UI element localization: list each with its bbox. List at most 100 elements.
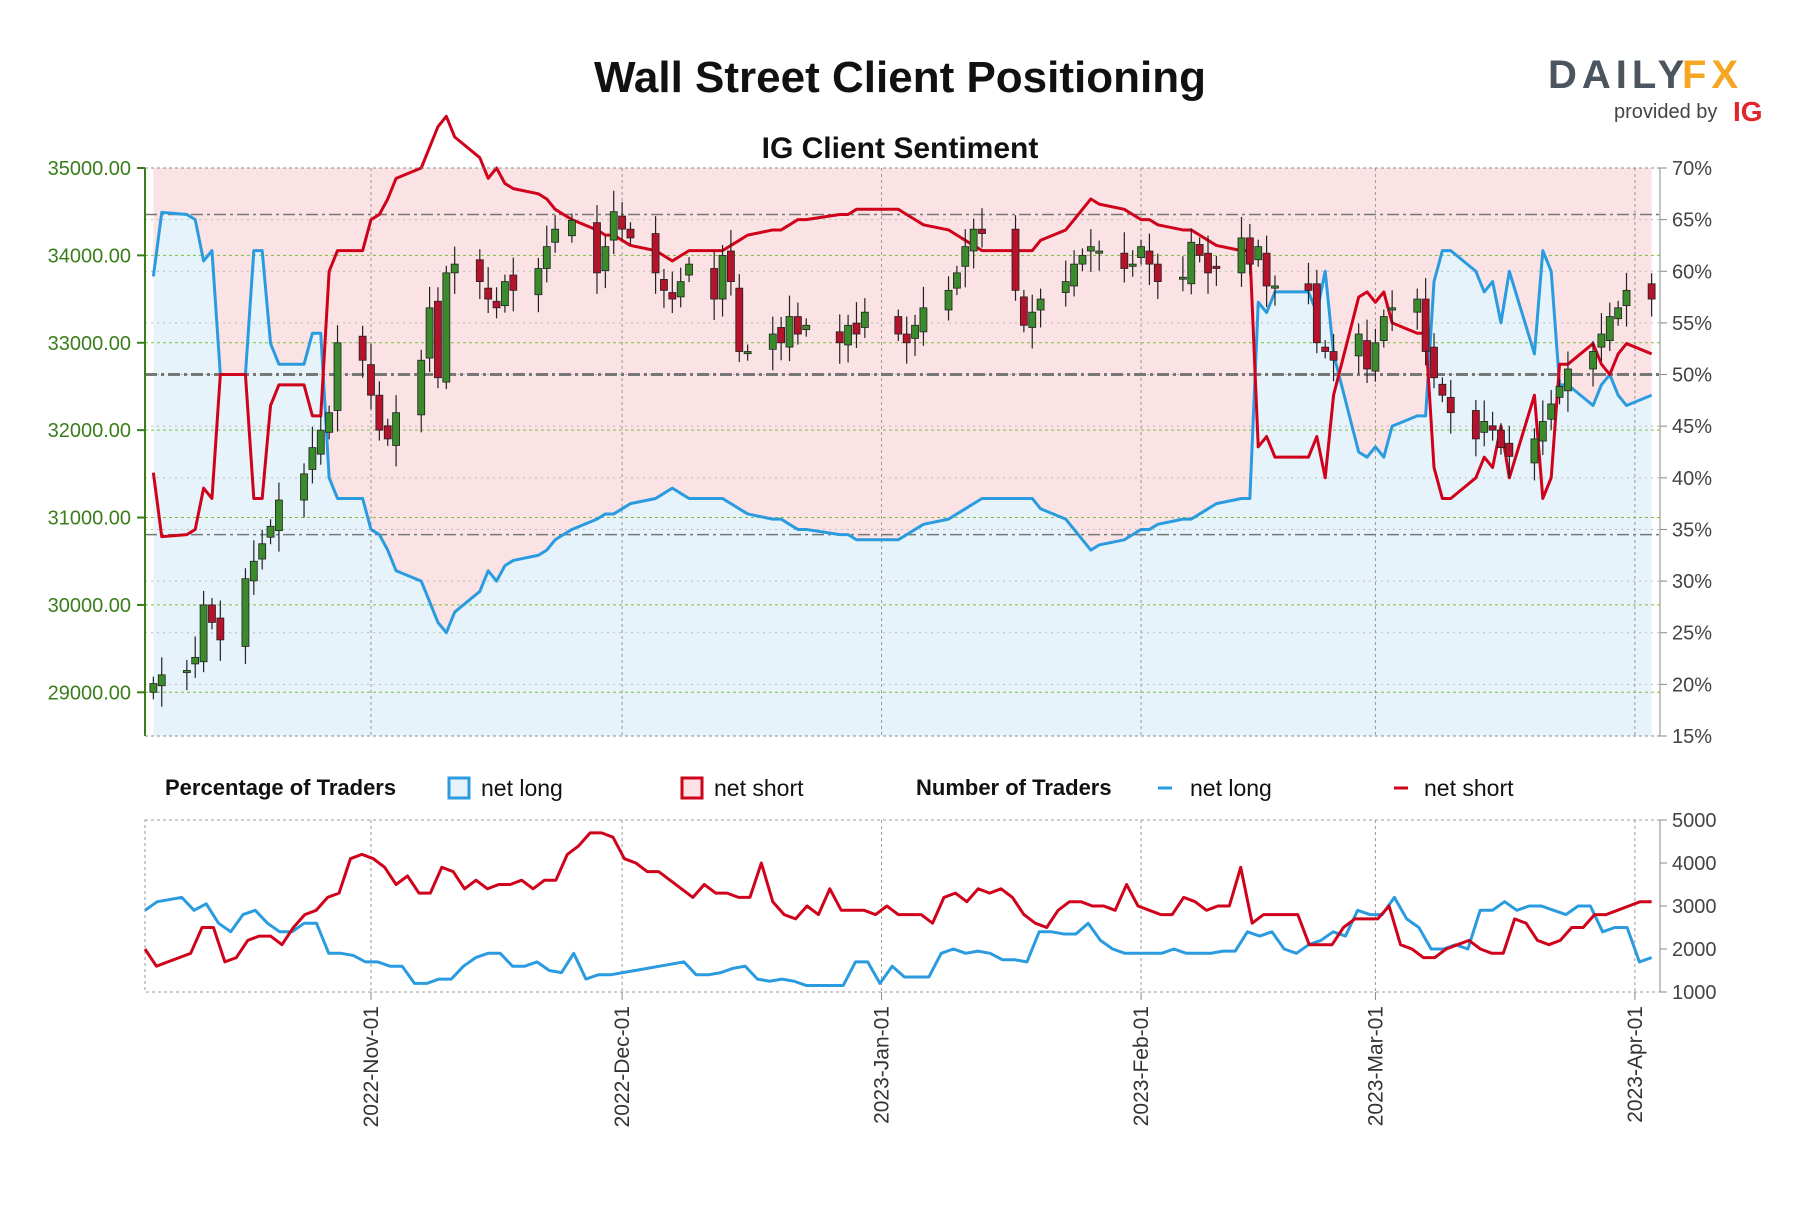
candle xyxy=(1446,379,1455,434)
candle xyxy=(1589,341,1597,387)
candle-body-up xyxy=(149,683,158,693)
candle xyxy=(735,274,744,362)
candle-body-down xyxy=(1262,252,1271,287)
candle xyxy=(1597,313,1606,362)
candle xyxy=(1413,288,1422,330)
lower-tick-label: 5000 xyxy=(1672,810,1717,832)
candle-body-down xyxy=(978,228,986,234)
legend-num-title: Number of Traders xyxy=(916,775,1112,800)
candle xyxy=(509,257,518,312)
legend-pct-short-swatch xyxy=(680,776,704,800)
candle-body-up xyxy=(1371,342,1380,372)
left-tick-label: 29000.00 xyxy=(48,682,131,704)
candle-body-up xyxy=(1179,276,1187,280)
candle-body-up xyxy=(1036,298,1045,311)
candle xyxy=(182,659,191,691)
candle xyxy=(1354,323,1363,374)
candle-body-down xyxy=(660,279,668,291)
left-tick-label: 33000.00 xyxy=(48,333,131,355)
candle xyxy=(894,309,903,342)
lower-tick-label: 1000 xyxy=(1672,982,1717,1004)
right-tick-label: 25% xyxy=(1672,623,1712,645)
logo-ig: IG xyxy=(1733,96,1763,127)
candle xyxy=(1036,288,1045,328)
candle-body-up xyxy=(425,307,434,359)
legend-num-long-label: net long xyxy=(1190,775,1272,801)
net-long-pct-line xyxy=(151,210,1653,635)
candle xyxy=(450,246,459,294)
net-short-pct-line xyxy=(151,114,1653,539)
candle-body-up xyxy=(1413,298,1422,313)
left-tick-label: 34000.00 xyxy=(48,245,131,267)
candle-body-down xyxy=(1304,283,1313,291)
candle-body-up xyxy=(1589,351,1597,370)
candle xyxy=(651,216,660,294)
candle xyxy=(1547,389,1556,430)
candle-body-down xyxy=(1120,252,1129,269)
candle-body-down xyxy=(902,333,911,344)
candle-body-down xyxy=(1204,252,1212,274)
candle xyxy=(484,267,493,314)
candle-body-down xyxy=(1647,283,1656,300)
candle xyxy=(768,316,777,371)
lower-axes: 1000 2000 3000 4000 5000 xyxy=(1659,810,1717,1004)
candle-body-up xyxy=(542,246,551,269)
candle xyxy=(475,249,484,300)
x-tick-label: 2022-Nov-01 xyxy=(360,1006,383,1127)
candle-body-up xyxy=(743,351,752,355)
candle-body-up xyxy=(919,307,928,333)
x-tick-label: 2023-Apr-01 xyxy=(1624,1006,1647,1123)
candle xyxy=(978,208,986,248)
candle xyxy=(275,482,283,552)
candle-body-up xyxy=(275,499,283,532)
candle xyxy=(1212,255,1221,286)
candle-body-up xyxy=(1028,311,1037,328)
candle-body-up xyxy=(1254,246,1263,261)
candle xyxy=(1471,400,1480,457)
candle xyxy=(1505,425,1514,478)
candle-body-up xyxy=(567,220,576,237)
candle xyxy=(383,418,392,446)
candle xyxy=(199,590,208,673)
candle xyxy=(1555,379,1564,405)
candle-body-down xyxy=(434,300,442,379)
candle-body-up xyxy=(392,412,401,446)
left-tick-label: 31000.00 xyxy=(48,508,131,530)
candle-body-down xyxy=(1011,228,1020,291)
chart-title: Wall Street Client Positioning xyxy=(594,53,1206,102)
x-tick-label: 2023-Feb-01 xyxy=(1130,1006,1153,1126)
candle-body-up xyxy=(1354,333,1363,357)
lower-gridlines xyxy=(144,819,1661,993)
candle xyxy=(308,426,317,484)
x-tick-label: 2023-Mar-01 xyxy=(1364,1006,1387,1126)
lower-count-lines xyxy=(143,831,1653,988)
candle-body-up xyxy=(1480,421,1489,433)
candle xyxy=(685,257,693,283)
candle-body-up xyxy=(1530,438,1539,464)
legend-num-short-label: net short xyxy=(1424,775,1514,801)
logo-fx: FX xyxy=(1682,53,1743,97)
candle xyxy=(953,265,961,296)
candle xyxy=(718,244,727,317)
candle-body-down xyxy=(367,364,375,396)
net-short-fill-area xyxy=(153,168,1652,633)
candle xyxy=(626,222,635,245)
candle-body-up xyxy=(1128,263,1137,267)
dailyfx-logo: DAILY FX provided by IG xyxy=(1548,53,1763,127)
candle xyxy=(425,286,434,373)
main-fill-areas xyxy=(145,168,1660,736)
candle-body-up xyxy=(1538,421,1547,442)
candle-body-down xyxy=(1505,442,1514,457)
candle xyxy=(1195,237,1204,263)
candle-body-up xyxy=(325,412,334,433)
candle xyxy=(300,463,308,518)
candle-body-up xyxy=(1605,316,1614,341)
right-tick-label: 45% xyxy=(1672,416,1712,438)
candle xyxy=(1011,215,1020,301)
candle-body-up xyxy=(1547,403,1556,420)
candle xyxy=(1379,309,1388,348)
right-tick-label: 55% xyxy=(1672,313,1712,335)
candle-body-up xyxy=(1137,246,1145,258)
right-tick-label: 60% xyxy=(1672,261,1712,283)
main-sentiment-lines xyxy=(151,114,1653,635)
